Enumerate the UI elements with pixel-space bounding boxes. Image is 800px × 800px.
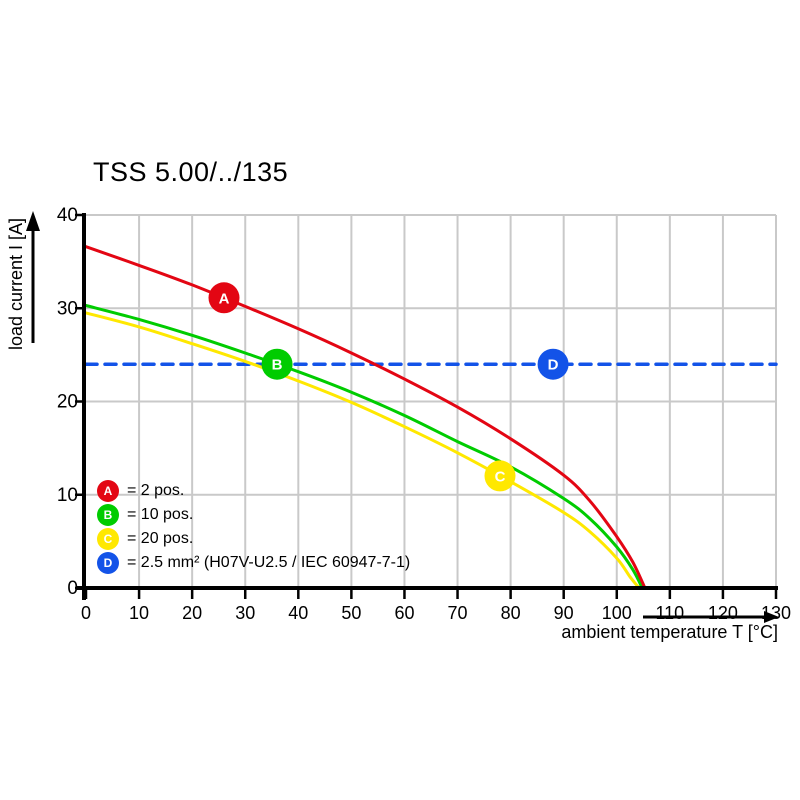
legend-label-a: = 2 pos. (127, 482, 185, 499)
y-tick-label: 0 (67, 578, 78, 599)
x-tick-label: 70 (448, 603, 468, 623)
x-tick-label: 120 (708, 603, 738, 623)
curve-markers: A B C D (208, 282, 569, 492)
legend-badge-c-icon: C (97, 528, 119, 550)
x-tick-label: 80 (501, 603, 521, 623)
x-tick-label: 0 (81, 603, 91, 623)
legend-label-b: = 10 pos. (127, 506, 194, 523)
y-tick-label: 40 (57, 205, 78, 226)
marker-A-letter: A (219, 290, 230, 307)
x-axis-arrow-icon (643, 611, 779, 623)
legend-badge-b-icon: B (97, 504, 119, 526)
chart-title: TSS 5.00/../135 (93, 157, 289, 187)
x-tick-label: 20 (182, 603, 202, 623)
gridlines (86, 214, 777, 588)
x-tick-label: 30 (235, 603, 255, 623)
x-tick-label: 90 (554, 603, 574, 623)
y-tick-label: 30 (57, 298, 78, 319)
curve-C (84, 311, 641, 590)
legend: A = 2 pos. B = 10 pos. C = 20 pos. D = 2… (97, 479, 410, 575)
x-tick-label: 60 (394, 603, 414, 623)
legend-badge-a-icon: A (97, 480, 119, 502)
x-tick-label: 10 (129, 603, 149, 623)
y-tick-label: 10 (57, 485, 78, 506)
y-axis-arrow-icon (26, 211, 40, 343)
legend-row-d: D = 2.5 mm² (H07V-U2.5 / IEC 60947-7-1) (97, 551, 410, 575)
tick-marks (75, 213, 778, 599)
legend-label-d: = 2.5 mm² (H07V-U2.5 / IEC 60947-7-1) (127, 554, 411, 571)
marker-A (208, 282, 240, 314)
marker-C-letter: C (495, 468, 506, 485)
legend-row-a: A = 2 pos. (97, 479, 410, 503)
curves (84, 245, 778, 590)
x-tick-label: 110 (655, 603, 684, 623)
marker-B (261, 348, 293, 380)
marker-C (484, 460, 516, 492)
curve-A (84, 245, 647, 590)
x-tick-label: 100 (602, 603, 632, 623)
x-tick-label: 40 (288, 603, 308, 623)
legend-label-c: = 20 pos. (127, 530, 194, 547)
legend-row-c: C = 20 pos. (97, 527, 410, 551)
y-tick-label: 20 (57, 392, 78, 413)
legend-badge-d-icon: D (97, 552, 119, 574)
marker-D (537, 348, 569, 380)
marker-B-letter: B (272, 357, 283, 374)
x-axis-label: ambient temperature T [°C] (561, 622, 778, 642)
legend-row-b: B = 10 pos. (97, 503, 410, 527)
x-tick-label: 50 (341, 603, 361, 623)
y-axis-label: load current I [A] (6, 217, 26, 351)
curve-B (84, 304, 644, 590)
marker-D-letter: D (548, 357, 559, 374)
